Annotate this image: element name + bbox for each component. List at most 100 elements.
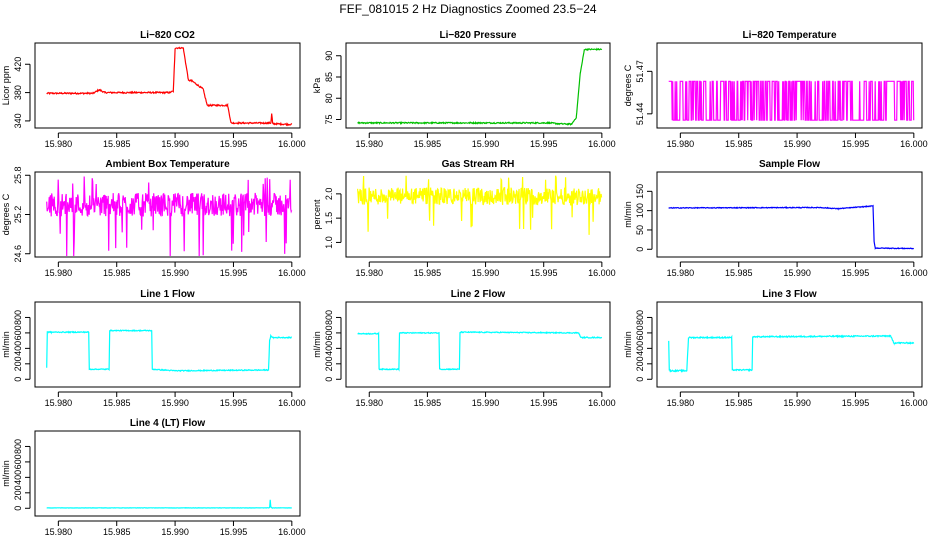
plot-frame xyxy=(34,42,301,129)
x-tick-label: 15.995 xyxy=(530,139,558,149)
x-tick-label: 15.980 xyxy=(355,398,383,408)
y-tick-label: 800 xyxy=(13,310,23,325)
y-tick-label: 1.0 xyxy=(324,236,334,249)
x-tick-label: 15.990 xyxy=(472,398,500,408)
panel-co2: Li−820 CO2 15.980 15.985 15.990 15.995 16.000… xyxy=(1,30,306,149)
plot-frame xyxy=(345,301,611,388)
y-tick-label: 0 xyxy=(324,377,334,382)
x-tick-label: 16.000 xyxy=(588,139,616,149)
y-tick-label: 420 xyxy=(13,57,23,72)
x-tick-label: 15.985 xyxy=(414,398,442,408)
plot-frame xyxy=(34,171,301,258)
plot-frame xyxy=(34,301,301,388)
series-line-line1 xyxy=(46,329,292,373)
y-tick-label: 150 xyxy=(635,184,645,199)
x-tick-label: 15.990 xyxy=(472,268,500,278)
x-tick-label: 15.990 xyxy=(783,268,811,278)
y-axis-label: degrees C xyxy=(1,193,11,235)
y-tick-label: 25.8 xyxy=(13,167,23,185)
y-tick-label: 80 xyxy=(324,93,334,103)
plot-frame xyxy=(656,42,923,129)
y-tick-label: 200 xyxy=(635,356,645,371)
panel-title: Li−820 CO2 xyxy=(140,30,195,41)
y-tick-label: 51.44 xyxy=(635,103,645,126)
y-axis-label: ml/min xyxy=(1,460,11,487)
x-tick-label: 15.980 xyxy=(355,139,383,149)
x-tick-label: 15.995 xyxy=(220,139,248,149)
y-tick-label: 800 xyxy=(635,310,645,325)
y-tick-label: 90 xyxy=(324,51,334,61)
y-tick-label: 85 xyxy=(324,72,334,82)
x-tick-label: 15.985 xyxy=(103,398,131,408)
y-tick-label: 400 xyxy=(324,341,334,356)
y-tick-label: 51.47 xyxy=(635,60,645,83)
plot-frame xyxy=(34,430,301,517)
y-tick-label: 24.6 xyxy=(13,245,23,263)
x-tick-label: 15.985 xyxy=(414,139,442,149)
x-tick-label: 15.990 xyxy=(161,268,189,278)
x-tick-label: 15.980 xyxy=(45,139,73,149)
y-axis-label: percent xyxy=(312,199,322,230)
x-tick-label: 16.000 xyxy=(278,139,306,149)
y-tick-label: 200 xyxy=(324,356,334,371)
y-axis-label: kPa xyxy=(312,78,322,94)
x-tick-label: 15.980 xyxy=(667,398,695,408)
x-tick-label: 16.000 xyxy=(588,398,616,408)
panel-title: Line 3 Flow xyxy=(762,289,817,300)
y-tick-label: 340 xyxy=(13,113,23,128)
x-tick-label: 15.985 xyxy=(725,139,753,149)
series-line-pressure xyxy=(357,47,603,126)
y-tick-label: 0 xyxy=(13,506,23,511)
y-tick-label: 600 xyxy=(324,325,334,340)
x-tick-label: 15.985 xyxy=(414,268,442,278)
y-tick-label: 100 xyxy=(635,203,645,218)
series-line-temp xyxy=(668,80,915,121)
panel-title: Sample Flow xyxy=(759,159,820,170)
x-tick-label: 15.995 xyxy=(220,527,248,537)
y-tick-label: 75 xyxy=(324,114,334,124)
panel-title: Gas Stream RH xyxy=(442,159,515,170)
series-line-line2 xyxy=(357,330,603,372)
y-tick-label: 0 xyxy=(13,377,23,382)
x-tick-label: 16.000 xyxy=(588,268,616,278)
y-tick-label: 200 xyxy=(13,356,23,371)
plot-frame xyxy=(656,171,923,258)
y-tick-label: 0 xyxy=(635,377,645,382)
y-tick-label: 800 xyxy=(324,310,334,325)
y-tick-label: 400 xyxy=(13,470,23,485)
y-tick-label: 50 xyxy=(635,225,645,235)
x-tick-label: 15.980 xyxy=(667,268,695,278)
y-axis-label: ml/min xyxy=(623,201,633,228)
y-tick-label: 1.5 xyxy=(324,212,334,225)
plot-frame xyxy=(345,171,611,258)
panel-sample: Sample Flow 15.980 15.985 15.990 15.995 16.00… xyxy=(623,159,928,278)
series-line-ambient xyxy=(46,176,293,257)
y-axis-label: Licor ppm xyxy=(1,66,11,106)
x-tick-label: 15.980 xyxy=(45,398,73,408)
x-tick-label: 15.995 xyxy=(842,268,870,278)
x-tick-label: 16.000 xyxy=(900,139,928,149)
x-tick-label: 15.985 xyxy=(103,139,131,149)
x-tick-label: 15.990 xyxy=(161,139,189,149)
x-tick-label: 16.000 xyxy=(278,398,306,408)
series-line-co2 xyxy=(46,46,293,127)
panel-pressure: Li−820 Pressure 15.980 15.985 15.990 15.995 1… xyxy=(312,30,616,149)
y-tick-label: 400 xyxy=(13,341,23,356)
x-tick-label: 15.995 xyxy=(842,139,870,149)
y-tick-label: 600 xyxy=(13,325,23,340)
y-axis-label: ml/min xyxy=(1,331,11,358)
x-tick-label: 15.990 xyxy=(783,398,811,408)
y-tick-label: 800 xyxy=(13,439,23,454)
x-tick-label: 15.990 xyxy=(161,527,189,537)
series-line-line4 xyxy=(46,499,292,510)
y-axis-label: ml/min xyxy=(623,331,633,358)
x-tick-label: 15.995 xyxy=(220,268,248,278)
panel-title: Line 2 Flow xyxy=(451,289,506,300)
panel-temp: Li−820 Temperature 15.980 15.985 15.990 15.9… xyxy=(623,30,928,149)
series-line-rh xyxy=(357,175,603,235)
panel-title: Li−820 Temperature xyxy=(742,30,836,41)
x-tick-label: 15.995 xyxy=(530,398,558,408)
x-tick-label: 15.985 xyxy=(103,268,131,278)
y-tick-label: 2.0 xyxy=(324,188,334,201)
